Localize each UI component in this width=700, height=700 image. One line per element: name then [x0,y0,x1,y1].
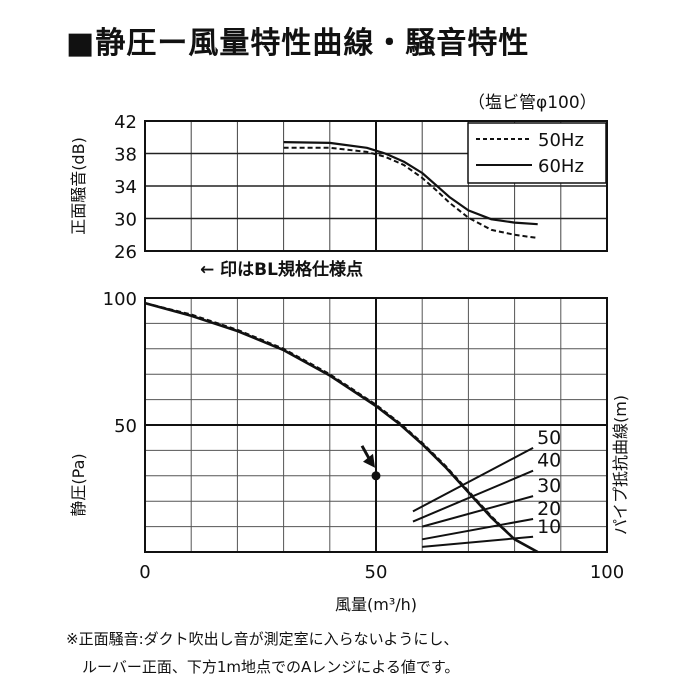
bl-point-marker [371,471,381,481]
noise-series-60Hz [283,141,538,226]
pipe-curve-50m [412,446,534,513]
noise-y-axis-label: 正面騒音(dB) [69,137,88,235]
noise-y-tick-label: 30 [114,210,137,231]
noise-legend-box [467,122,607,184]
pipe-curve-label-20: 20 [537,498,561,520]
noise-y-tick-label: 34 [114,177,137,198]
pressure-series-60Hz [144,301,539,554]
pressure-y-tick-label: 50 [114,416,137,437]
pressure-x-tick-label: 50 [365,562,388,583]
pressure-x-axis-label: 風量(m³/h) [335,595,417,614]
noise-y-tick-label: 26 [114,242,137,263]
pipe-curve-10m [422,535,534,548]
pressure-y-tick-label: 100 [103,289,137,310]
noise-y-tick-label: 38 [114,145,137,166]
pipe-curve-label-40: 40 [537,450,561,472]
pipe-curve-axis-label: パイプ抵抗曲線(m) [611,395,630,535]
noise-frame [144,120,608,252]
noise-series-50Hz [283,146,538,239]
noise-y-tick-label: 42 [114,112,137,133]
pipe-curve-20m [422,517,534,541]
pipe-curve-30m [421,495,534,528]
pressure-x-tick-label: 0 [139,562,150,583]
bl-point-note: ← 印はBL規格仕様点 [200,260,363,280]
pressure-y-axis-label: 静圧(Pa) [69,453,88,516]
pipe-curve-label-50: 50 [537,427,561,449]
legend-label-50Hz: 50Hz [538,130,584,151]
footnote-line-2: ルーバー正面、下方1m地点でのAレンジによる値です。 [82,658,460,676]
chart-title: ■静圧ー風量特性曲線・騒音特性 [66,26,530,61]
pressure-frame [144,297,608,553]
bl-arrow-head [363,453,375,468]
pipe-label: （塩ビ管φ100） [468,93,597,113]
footnote-line-1: ※正面騒音:ダクト吹出し音が測定室に入らないようにし、 [66,630,459,648]
pressure-series-50Hz [144,302,539,553]
legend-label-60Hz: 60Hz [538,156,584,177]
pipe-curve-label-10: 10 [537,516,561,538]
pressure-x-tick-label: 100 [590,562,624,583]
pipe-curve-label-30: 30 [537,475,561,497]
